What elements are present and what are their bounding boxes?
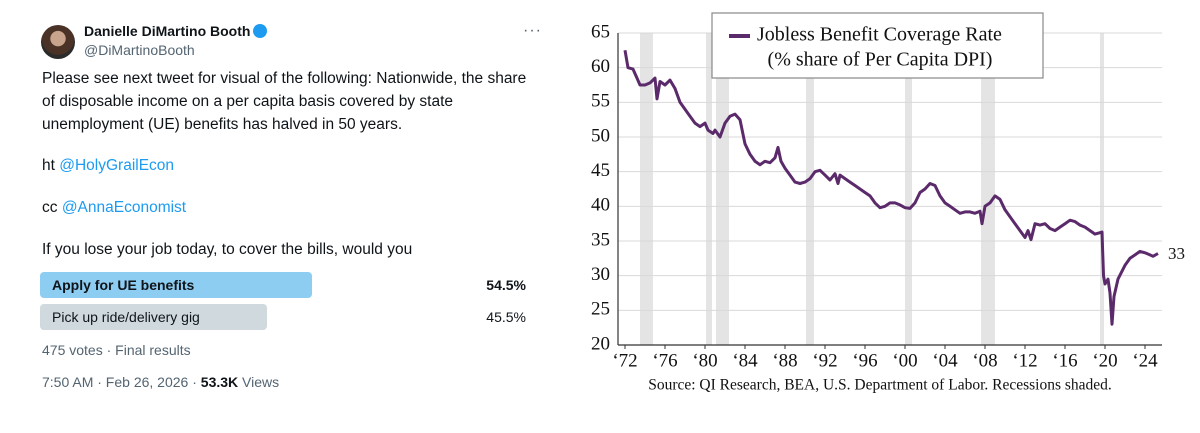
tweet-text-line: of disposable income on a per capita bas…	[42, 93, 453, 110]
cc-prefix: cc	[42, 199, 58, 216]
x-tick-label: ‘04	[932, 350, 958, 371]
x-tick-label: ‘16	[1052, 350, 1077, 371]
handle[interactable]: @DiMartinoBooth	[84, 42, 195, 58]
y-tick-label: 60	[591, 56, 610, 77]
series-line	[623, 50, 1159, 326]
x-tick-label: ‘00	[892, 350, 917, 371]
poll-question: If you lose your job today, to cover the…	[42, 241, 413, 258]
cc-line: cc @AnnaEconomist	[42, 199, 186, 217]
views-count: 53.3K	[200, 374, 239, 390]
recession-band	[716, 33, 729, 345]
poll-bar	[40, 304, 268, 330]
poll-summary: 475 votes · Final results	[42, 342, 191, 358]
avatar[interactable]	[41, 25, 75, 59]
tweet-text-line: Please see next tweet for visual of the …	[42, 70, 527, 87]
x-tick-label: ‘80	[692, 350, 717, 371]
more-menu[interactable]: ···	[523, 22, 542, 39]
author-line: Danielle DiMartino Booth	[84, 23, 268, 39]
x-tick-label: ‘96	[852, 350, 877, 371]
mention[interactable]: @HolyGrailEcon	[59, 157, 175, 174]
y-tick-label: 40	[591, 195, 610, 216]
legend-label: Jobless Benefit Coverage Rate	[757, 24, 1002, 46]
source-note: Source: QI Research, BEA, U.S. Departmen…	[648, 377, 1112, 394]
recession-band	[1100, 33, 1104, 345]
y-tick-label: 65	[591, 21, 610, 42]
recession-band	[706, 33, 712, 345]
y-tick-label: 20	[591, 333, 610, 354]
x-tick-label: ‘92	[812, 350, 837, 371]
ht-line: ht @HolyGrailEcon	[42, 157, 174, 175]
poll: Apply for UE benefits 54.5% Pick up ride/d…	[40, 272, 538, 332]
x-tick-label: ‘72	[612, 350, 637, 371]
poll-option: Pick up ride/delivery gig	[52, 309, 200, 325]
x-tick-label: ‘76	[652, 350, 677, 371]
poll-bar	[40, 272, 312, 298]
separator: ·	[188, 374, 201, 390]
timestamp-line: 7:50 AM · Feb 26, 2026 · 53.3K Views	[42, 374, 279, 390]
x-tick-label: ‘20	[1092, 350, 1117, 371]
x-tick-label: ‘88	[772, 350, 797, 371]
author-name[interactable]: Danielle DiMartino Booth	[84, 23, 251, 39]
tweet-text-line: unemployment (UE) benefits has halved in…	[42, 116, 403, 133]
verified-badge	[253, 24, 268, 38]
legend-subtitle: (% share of Per Capita DPI)	[768, 49, 993, 71]
recession-band	[806, 33, 814, 345]
views-label: Views	[242, 374, 280, 390]
poll-option: Apply for UE benefits	[52, 277, 195, 293]
y-tick-label: 30	[591, 264, 610, 285]
ht-prefix: ht	[42, 157, 55, 174]
recession-band	[640, 33, 653, 345]
x-tick-label: ‘84	[732, 350, 758, 371]
y-tick-label: 50	[591, 125, 610, 146]
mention[interactable]: @AnnaEconomist	[61, 199, 187, 216]
y-tick-label: 55	[591, 91, 610, 112]
y-tick-label: 45	[591, 160, 610, 181]
legend-box	[711, 12, 1044, 79]
poll-percent: 54.5%	[486, 277, 526, 293]
poll-percent: 45.5%	[486, 309, 526, 325]
x-tick-label: ‘08	[972, 350, 997, 371]
recession-band	[981, 33, 995, 345]
y-tick-label: 35	[591, 229, 610, 250]
recession-band	[905, 33, 912, 345]
y-tick-label: 25	[591, 299, 610, 320]
posted[interactable]: 7:50 AM · Feb 26, 2026	[42, 374, 189, 390]
last-value-label: 33	[1168, 244, 1185, 263]
x-tick-label: ‘24	[1132, 350, 1158, 371]
x-tick-label: ‘12	[1012, 350, 1037, 371]
